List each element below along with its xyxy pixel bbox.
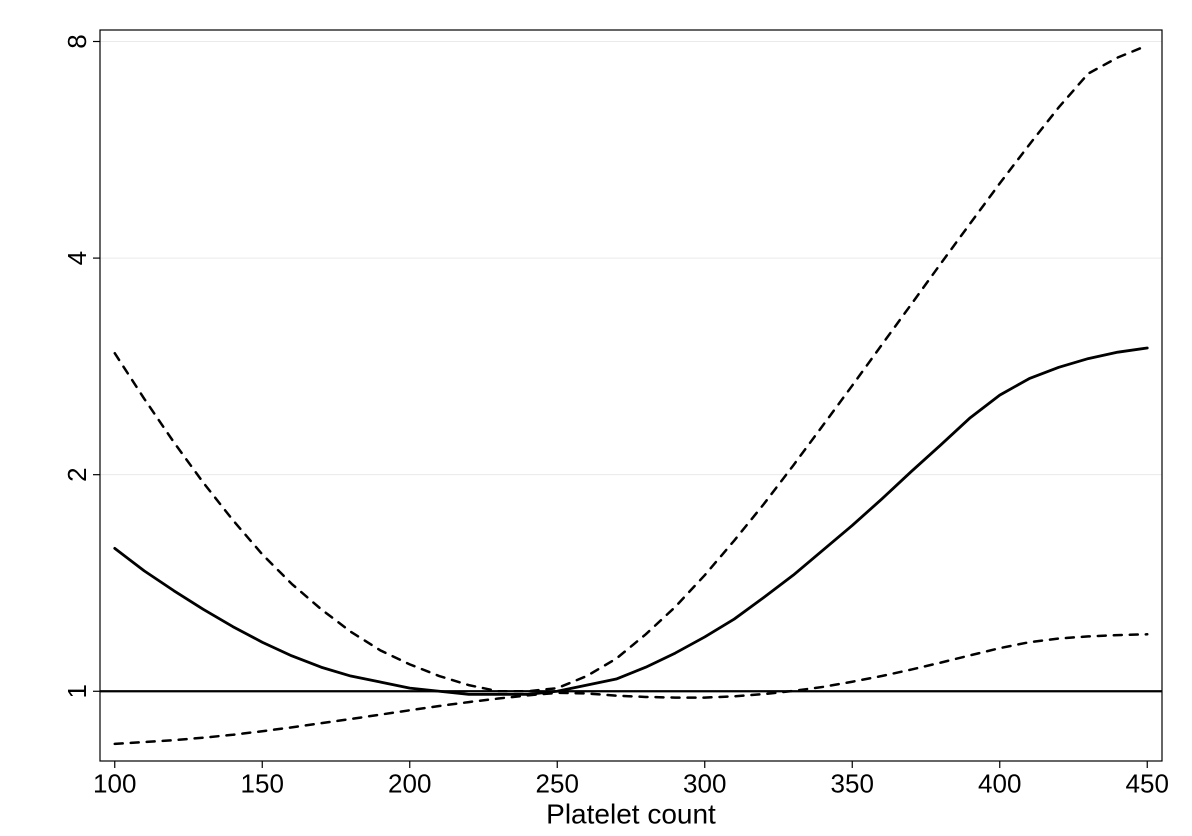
y-tick-label: 1 bbox=[62, 684, 92, 698]
x-tick-label: 150 bbox=[241, 769, 284, 799]
x-tick-label: 250 bbox=[536, 769, 579, 799]
x-tick-label: 350 bbox=[831, 769, 874, 799]
x-tick-label: 300 bbox=[683, 769, 726, 799]
x-axis-label: Platelet count bbox=[546, 798, 716, 829]
x-tick-label: 450 bbox=[1126, 769, 1169, 799]
hazard-ratio-chart: 100 150 200 250 300 350 400 450 Platelet count 1 2… bbox=[0, 0, 1192, 836]
y-tick-label: 2 bbox=[62, 467, 92, 481]
x-tick-label: 200 bbox=[388, 769, 431, 799]
x-tick-label: 400 bbox=[978, 769, 1021, 799]
plot-area bbox=[100, 30, 1162, 761]
y-tick-label: 4 bbox=[62, 251, 92, 265]
chart-container: 100 150 200 250 300 350 400 450 Platelet count 1 2… bbox=[0, 0, 1192, 836]
x-tick-label: 100 bbox=[93, 769, 136, 799]
y-tick-label: 8 bbox=[62, 34, 92, 48]
